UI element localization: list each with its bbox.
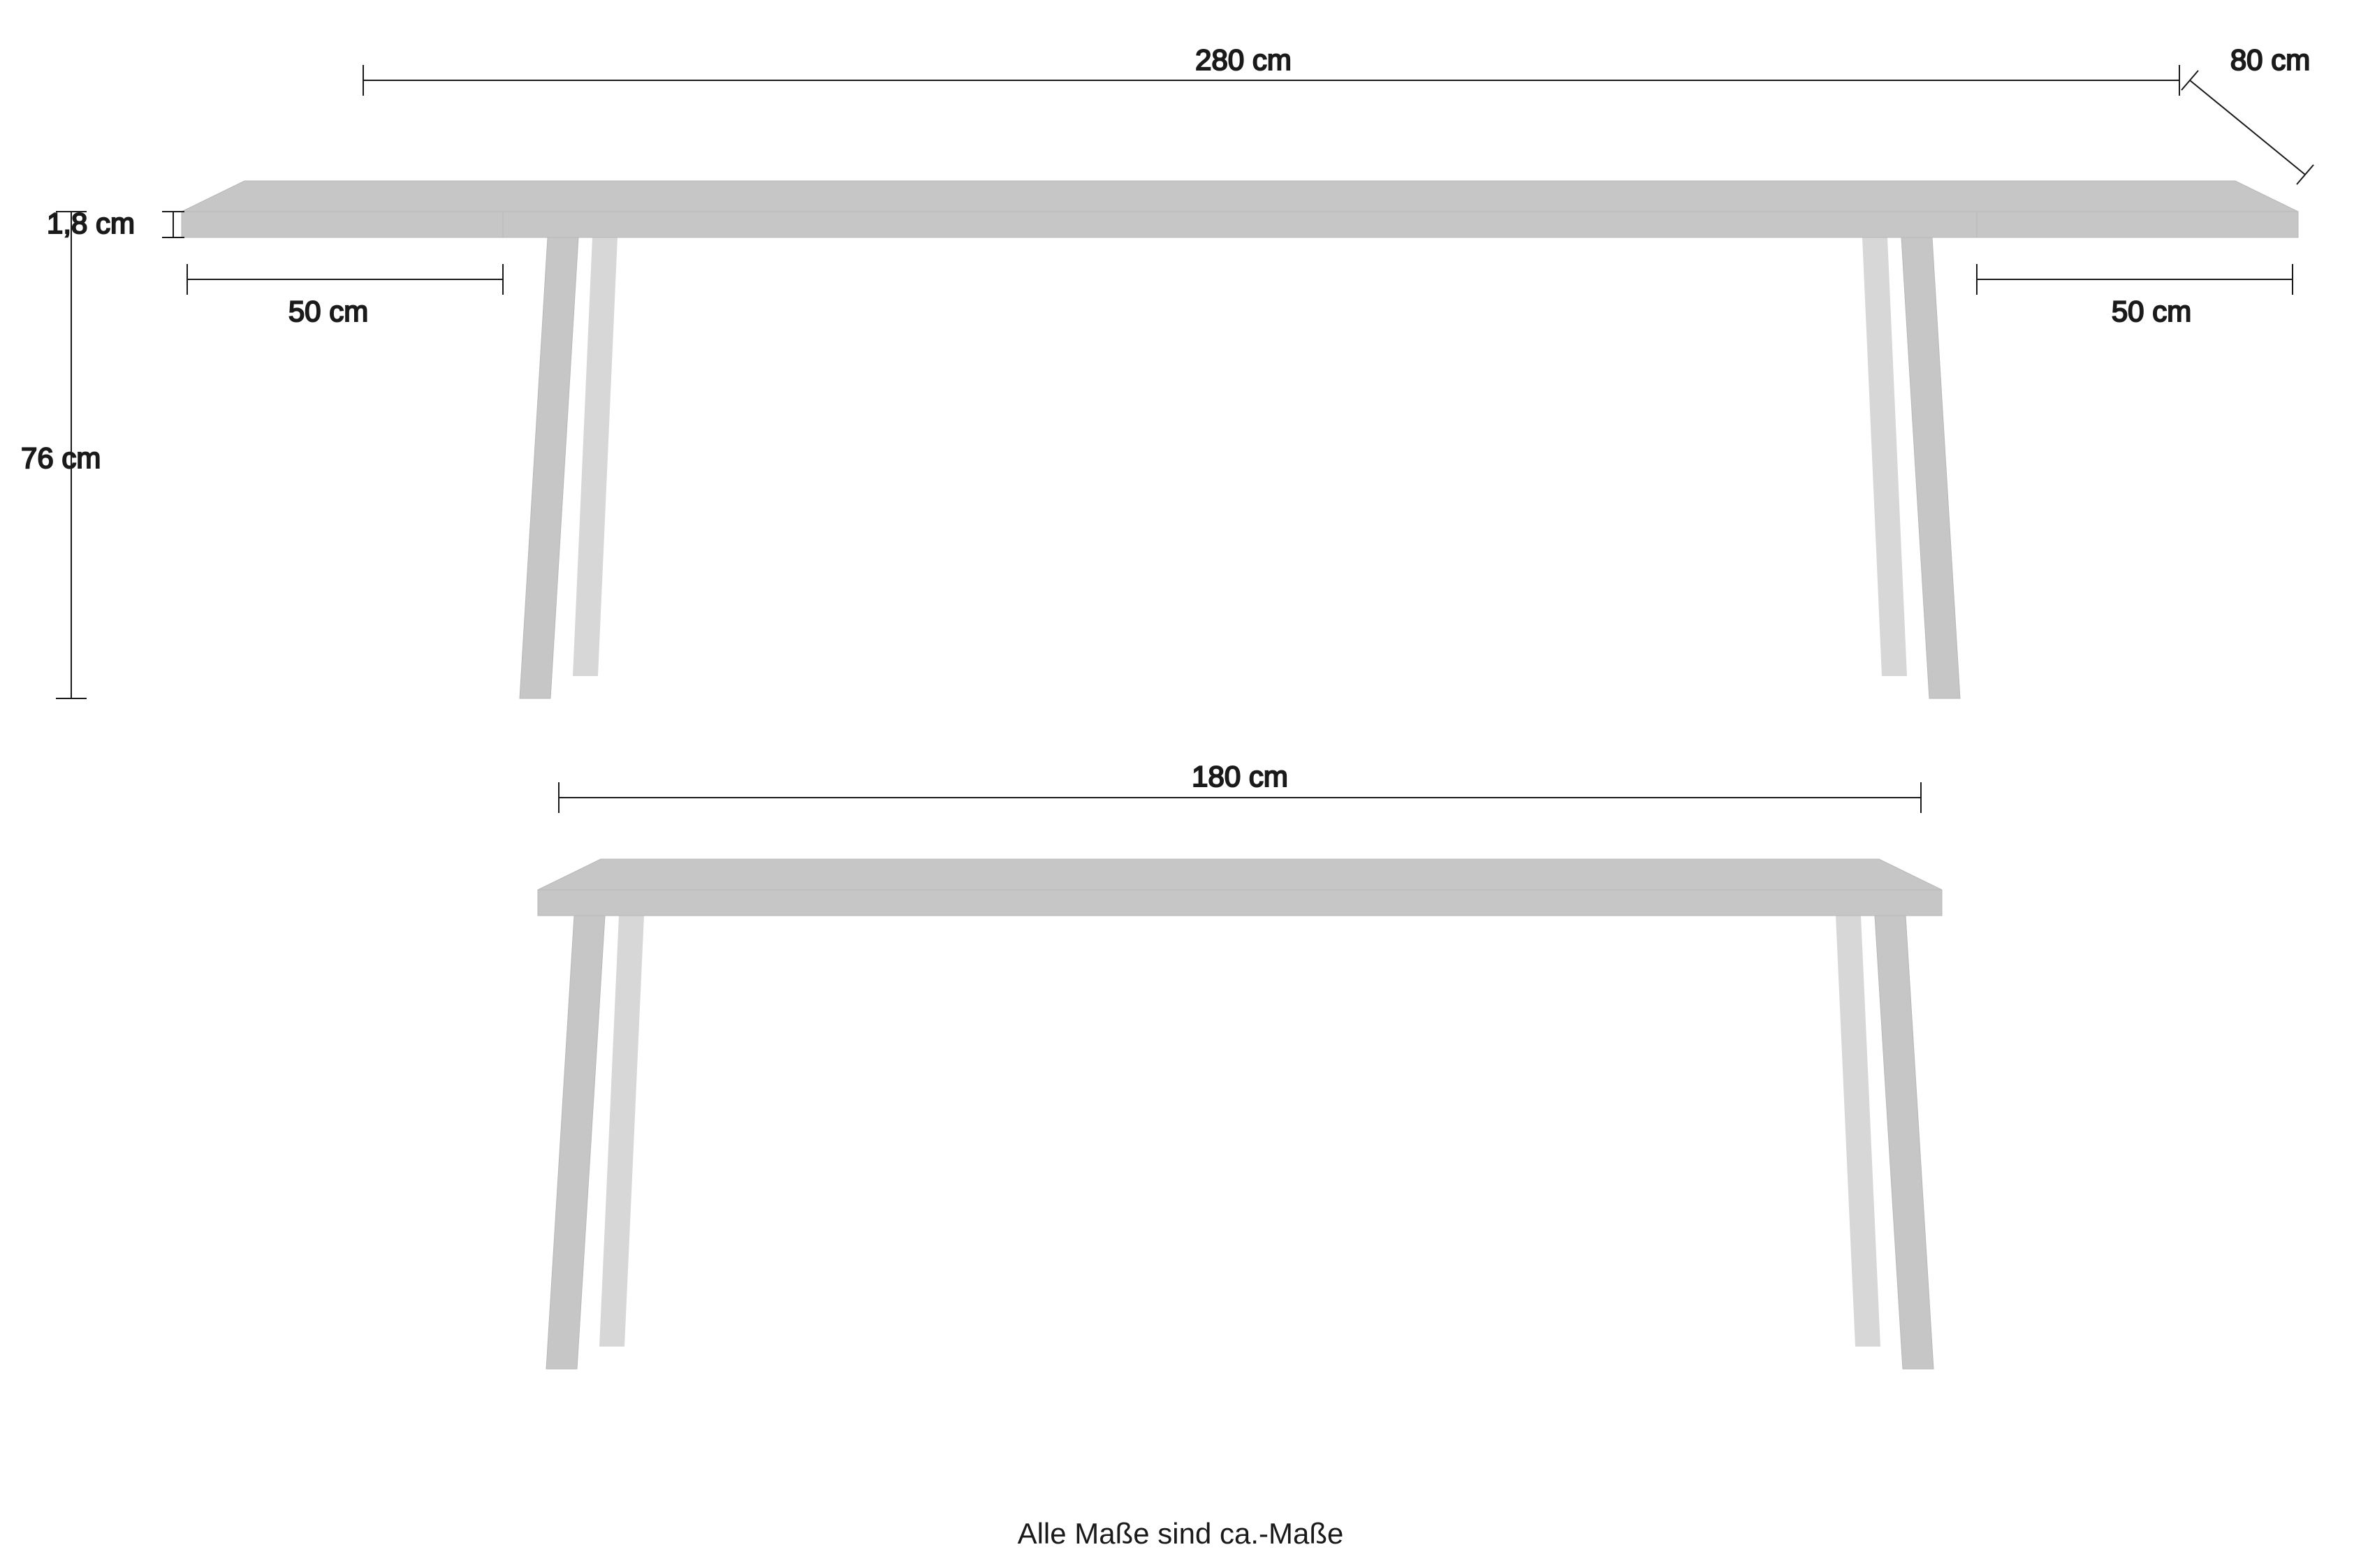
dim-depth-label: 80 cm [2230,43,2310,76]
dim-height: 76 cm [21,212,101,698]
table-ext-leg-front-right [1901,237,1960,698]
table-ext-leg-front-left [520,237,578,698]
table-extended [182,181,2298,698]
dim-total-width: 280 cm [363,43,2179,96]
dim-leaf-left-label: 50 cm [288,295,368,328]
footnote: Alle Maße sind ca.-Maße [1018,1517,1344,1550]
table-ext-top [182,181,2298,212]
dimension-lines: 280 cm 80 cm 1,8 cm 76 cm [21,43,2314,813]
dim-height-label: 76 cm [21,441,101,474]
dim-base-width: 180 cm [559,760,1921,813]
diagram-stage: 280 cm 80 cm 1,8 cm 76 cm [0,0,2361,1568]
table-base-top [538,859,1942,890]
table-base [538,859,1942,1369]
table-ext-leg-back-left [573,237,617,676]
table-base-leg-back-right [1836,916,1880,1347]
table-ext-leg-back-right [1862,237,1907,676]
table-base-leg-front-right [1875,916,1934,1369]
table-base-leg-back-left [599,916,644,1347]
table-ext-apron [182,212,2298,237]
table-base-leg-front-left [546,916,605,1369]
dim-total-width-label: 280 cm [1195,43,1292,76]
dim-leaf-right-label: 50 cm [2112,295,2191,328]
dim-leaf-right: 50 cm [1977,264,2293,328]
dim-leaf-left: 50 cm [187,264,503,328]
table-base-apron [538,890,1942,916]
dim-depth: 80 cm [2181,43,2314,184]
dim-base-width-label: 180 cm [1192,760,1288,793]
diagram-svg: 280 cm 80 cm 1,8 cm 76 cm [0,0,2361,1568]
